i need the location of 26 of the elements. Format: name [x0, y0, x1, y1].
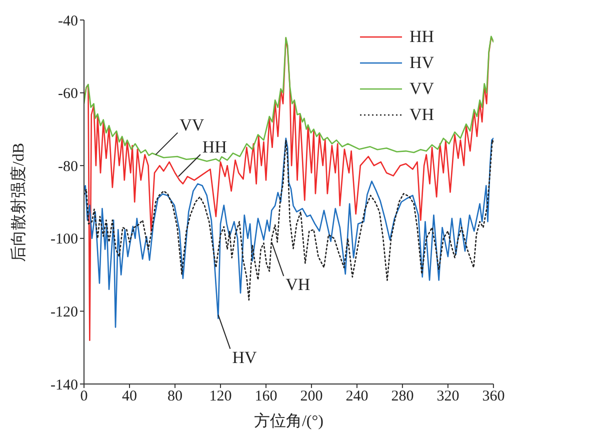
- legend-label: VH: [409, 105, 434, 125]
- x-tick-label: 80: [167, 388, 182, 405]
- y-tick-label: -120: [50, 304, 78, 321]
- x-tick-label: 200: [300, 388, 323, 405]
- x-tick-label: 360: [482, 388, 505, 405]
- x-tick-label: 40: [122, 388, 137, 405]
- x-tick-label: 320: [436, 388, 460, 405]
- legend-label: HH: [409, 27, 434, 47]
- legend-label: HV: [409, 53, 434, 73]
- x-tick-label: 120: [209, 388, 232, 405]
- annotation: VH: [286, 275, 310, 294]
- x-tick-label: 240: [346, 388, 368, 405]
- y-tick-label: -60: [58, 86, 78, 102]
- x-tick-label: 280: [391, 388, 414, 405]
- x-axis-title: 方位角/(°): [254, 412, 324, 430]
- legend-label: VV: [409, 79, 434, 99]
- y-tick-label: -40: [58, 13, 78, 30]
- y-tick-label: -80: [58, 158, 78, 175]
- annotation: VV: [180, 116, 205, 135]
- annotation: HV: [232, 348, 258, 367]
- y-tick-label: -100: [50, 232, 78, 248]
- y-axis-title: 后向散射强度/dB: [10, 142, 28, 262]
- x-tick-label: 0: [80, 388, 88, 405]
- y-tick-label: -140: [50, 377, 78, 394]
- annotation: HH: [202, 138, 227, 157]
- x-tick-label: 160: [254, 388, 278, 405]
